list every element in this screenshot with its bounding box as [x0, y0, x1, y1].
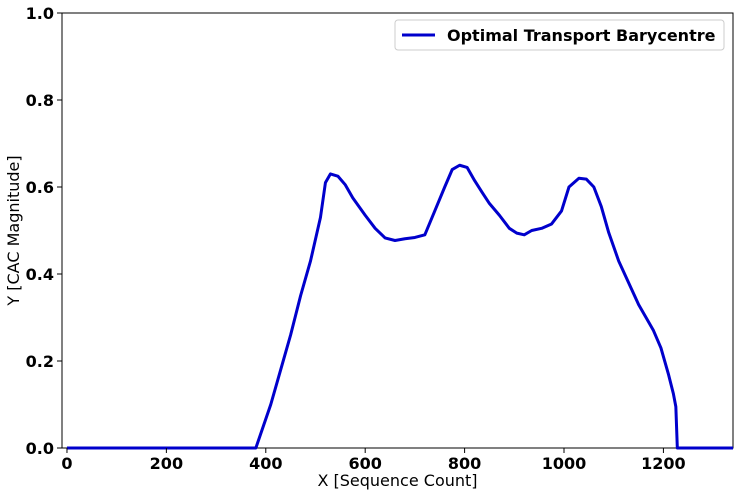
legend: Optimal Transport Barycentre: [394, 19, 725, 51]
legend-label: Optimal Transport Barycentre: [447, 26, 716, 45]
series-line: [66, 163, 733, 450]
y-tick-label: 0.0: [26, 439, 54, 458]
x-axis: 0 200 400 600 800 1000 1200: [61, 448, 686, 473]
x-axis-label: X [Sequence Count]: [317, 471, 477, 490]
x-tick-label: 1000: [542, 454, 587, 473]
series-layer: [66, 163, 733, 450]
x-tick-label: 200: [150, 454, 183, 473]
x-tick-label: 400: [249, 454, 282, 473]
x-tick-label: 0: [61, 454, 72, 473]
x-tick-label: 800: [448, 454, 481, 473]
plot-area: [61, 12, 734, 449]
y-tick-label: 0.8: [26, 91, 54, 110]
x-tick-label: 600: [348, 454, 381, 473]
plot-frame: [61, 12, 734, 449]
x-tick-label: 1200: [641, 454, 686, 473]
y-axis: 0.0 0.2 0.4 0.6 0.8 1.0: [26, 4, 62, 458]
legend-box: [394, 19, 725, 51]
y-axis-label: Y [CAC Magnitude]: [4, 155, 23, 306]
y-tick-label: 1.0: [26, 4, 54, 23]
y-tick-label: 0.6: [26, 178, 54, 197]
y-tick-label: 0.2: [26, 352, 54, 371]
y-tick-label: 0.4: [26, 265, 54, 284]
